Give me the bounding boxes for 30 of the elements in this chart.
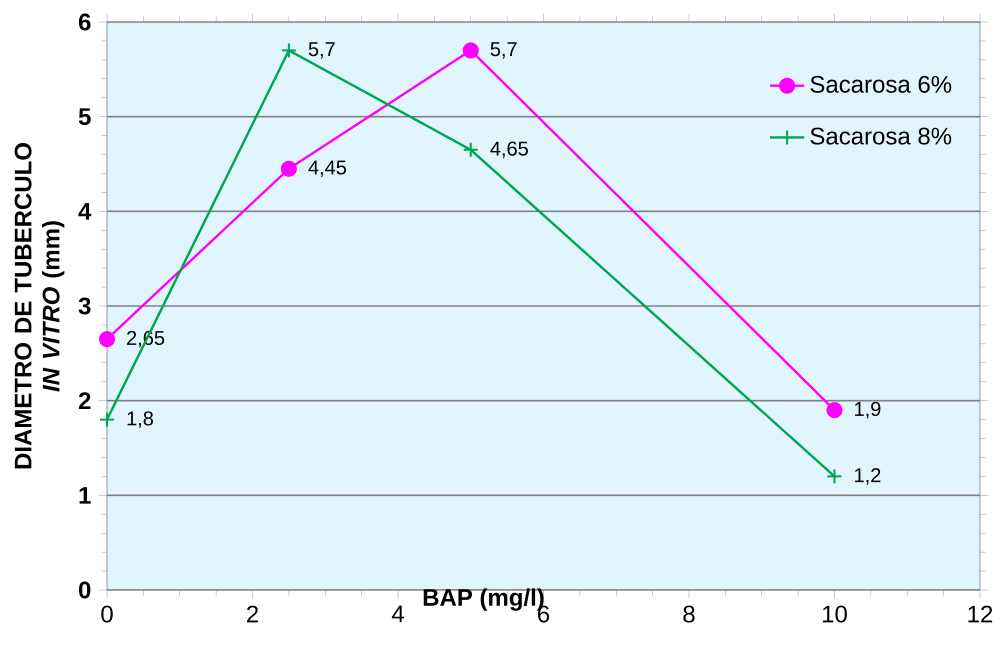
data-label: 1,9	[855, 402, 880, 418]
y-tick-label: 3	[78, 297, 91, 315]
x-tick-label: 10	[822, 606, 847, 623]
point	[99, 412, 116, 428]
x-tick-label: 0	[101, 606, 113, 623]
legend-label: Sacarosa 8%	[810, 128, 952, 145]
legend-label: Sacarosa 6%	[810, 76, 952, 93]
x-tick-label: 2	[247, 606, 258, 622]
point	[280, 42, 297, 58]
point	[826, 468, 842, 484]
data-label: 5,7	[490, 42, 517, 59]
data-label: 1,8	[128, 411, 154, 428]
x-tick-label: 12	[968, 606, 992, 622]
point	[99, 331, 116, 348]
data-label: 4,45	[308, 160, 346, 177]
y-tick-label: 5	[78, 108, 91, 126]
point	[826, 402, 842, 418]
point	[462, 42, 479, 58]
data-label: 1,2	[855, 468, 880, 485]
y-tick-label: 4	[78, 203, 92, 220]
y-tick-label: 2	[78, 392, 90, 410]
data-label: 4,65	[490, 142, 528, 158]
x-tick-label: 4	[392, 606, 404, 622]
y-tick-label: 6	[78, 14, 91, 30]
x-tick-label: 8	[683, 606, 695, 623]
y-tick-label: 0	[79, 582, 90, 598]
data-label: 5,7	[308, 42, 335, 59]
point	[462, 142, 479, 158]
point	[280, 160, 297, 177]
y-tick-label: 1	[80, 487, 91, 504]
